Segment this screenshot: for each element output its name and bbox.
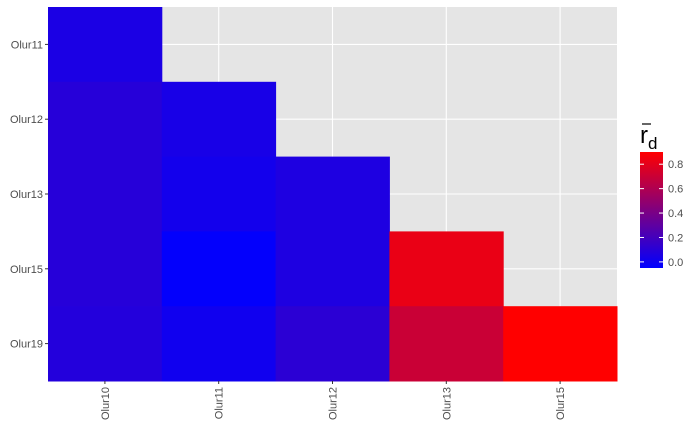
heatmap-cell — [48, 81, 163, 158]
heatmap-cell — [48, 7, 163, 83]
y-axis: Olur11 Olur12 Olur13 Olur15 Olur19 — [10, 39, 48, 351]
y-tick-label: Olur19 — [10, 339, 43, 351]
x-tick-label: Olur13 — [441, 387, 453, 420]
heatmap-cell — [389, 306, 504, 382]
x-tick-label: Olur12 — [328, 387, 340, 420]
legend-tick-label: 0.6 — [668, 184, 683, 196]
y-tick-label: Olur13 — [10, 189, 43, 201]
y-tick-label: Olur15 — [10, 264, 43, 276]
y-tick-label: Olur11 — [11, 39, 43, 51]
heatmap-cell — [48, 231, 163, 307]
heatmap-cell — [48, 306, 163, 382]
heatmap-cell — [275, 231, 390, 307]
legend-title-subscript: d — [648, 134, 657, 153]
legend-tick-label: 0.2 — [668, 232, 683, 244]
x-axis: Olur10 Olur11 Olur12 Olur13 Olur15 — [100, 381, 567, 420]
legend-title: rd — [640, 122, 657, 153]
heatmap-cell — [275, 156, 390, 232]
heatmap-cell — [161, 306, 277, 382]
y-tick-label: Olur12 — [10, 114, 43, 126]
heatmap-cell — [503, 306, 618, 382]
legend-tick-label: 0.0 — [668, 257, 683, 269]
x-tick-label: Olur10 — [100, 387, 112, 420]
heatmap-cell — [161, 81, 277, 158]
heatmap-cells — [48, 7, 618, 382]
legend-colorbar — [640, 152, 663, 268]
heatmap-cell — [389, 231, 504, 307]
legend-tick-label: 0.4 — [668, 208, 683, 220]
legend-tick-label: 0.8 — [668, 159, 683, 171]
x-tick-label: Olur15 — [555, 387, 567, 420]
x-tick-label: Olur11 — [214, 387, 226, 419]
legend: rd 0.0 0.2 0.4 0.6 0.8 — [640, 122, 683, 269]
heatmap-cell — [275, 306, 390, 382]
legend-title-main: r — [640, 122, 648, 149]
heatmap-cell — [161, 156, 277, 232]
heatmap-cell — [48, 156, 163, 232]
heatmap-cell — [161, 231, 277, 307]
